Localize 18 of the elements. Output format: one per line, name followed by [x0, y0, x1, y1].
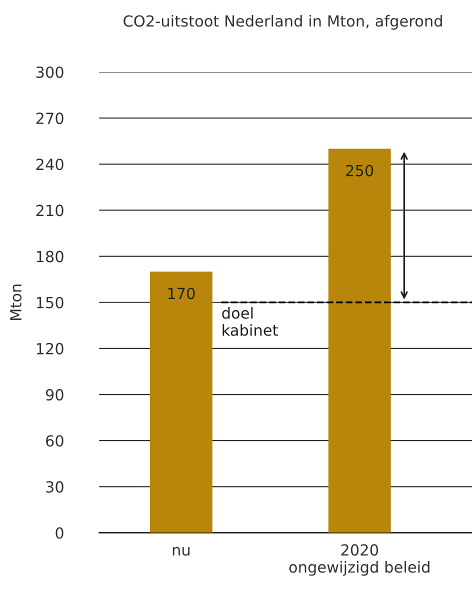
x-tick-label: nu: [172, 546, 190, 556]
y-axis-title: Mton: [10, 284, 22, 320]
data-label: 170: [168, 288, 195, 300]
y-tick-label: 150: [36, 296, 64, 308]
y-tick-label: 300: [36, 66, 64, 78]
y-tick-label: 30: [46, 481, 64, 493]
chart-title: CO2-uitstoot Nederland in Mton, afgerond: [124, 14, 442, 30]
y-tick-label: 210: [36, 204, 64, 216]
y-tick-label: 90: [46, 389, 64, 401]
y-tick-label: 60: [46, 435, 64, 447]
x-tick-label: 2020 ongewijzigd beleid: [289, 544, 430, 576]
y-tick-label: 240: [36, 158, 64, 170]
data-label: 250: [346, 164, 374, 176]
y-tick-label: 270: [36, 112, 64, 124]
y-tick-label: 0: [56, 527, 64, 539]
y-tick-label: 180: [36, 250, 64, 262]
y-tick-label: 120: [36, 342, 64, 354]
ref-line-label: doel kabinet: [222, 306, 278, 336]
